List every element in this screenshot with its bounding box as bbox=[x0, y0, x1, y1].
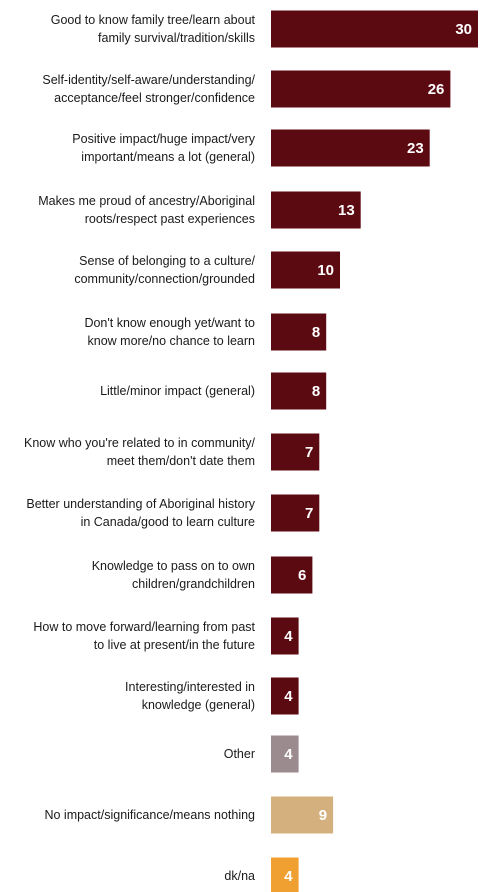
category-label-line: Interesting/interested in bbox=[125, 680, 255, 694]
category-label-line: family survival/tradition/skills bbox=[98, 31, 255, 45]
data-label: 4 bbox=[284, 868, 293, 885]
category-label-line: Don't know enough yet/want to bbox=[84, 316, 255, 330]
category-label: Good to know family tree/learn about fami… bbox=[51, 13, 256, 45]
data-label: 13 bbox=[338, 202, 355, 219]
data-label: 4 bbox=[284, 688, 293, 705]
category-label: dk/na bbox=[224, 869, 255, 883]
category-label-line: roots/respect past experiences bbox=[85, 212, 255, 226]
category-label-line: Know who you're related to in community/ bbox=[24, 436, 255, 450]
data-label: 7 bbox=[305, 505, 313, 522]
data-label: 8 bbox=[312, 383, 320, 400]
bar bbox=[271, 313, 327, 351]
bar bbox=[271, 251, 340, 289]
category-label-line: know more/no chance to learn bbox=[88, 334, 256, 348]
category-label: Positive impact/huge impact/very importan… bbox=[72, 132, 255, 164]
category-label: Little/minor impact (general) bbox=[100, 384, 255, 398]
category-label-line: Better understanding of Aboriginal histo… bbox=[26, 497, 255, 511]
category-label: No impact/significance/means nothing bbox=[44, 808, 255, 822]
category-label-line: Sense of belonging to a culture/ bbox=[79, 254, 255, 268]
category-label: Don't know enough yet/want to know more/n… bbox=[84, 316, 255, 348]
bar bbox=[271, 735, 299, 773]
data-label: 7 bbox=[305, 444, 313, 461]
bar bbox=[271, 129, 430, 167]
category-label-line: Knowledge to pass on to own bbox=[92, 559, 255, 573]
category-label: Interesting/interested in knowledge (gene… bbox=[125, 680, 255, 712]
bar bbox=[271, 857, 299, 892]
category-label-line: How to move forward/learning from past bbox=[33, 620, 255, 634]
category-label-line: acceptance/feel stronger/confidence bbox=[54, 91, 255, 105]
value-labels: 30 26 23 13 10 8 8 7 7 6 4 4 4 9 4 bbox=[284, 21, 472, 885]
category-label-line: knowledge (general) bbox=[142, 698, 255, 712]
data-label: 9 bbox=[319, 807, 327, 824]
category-label: How to move forward/learning from past to… bbox=[33, 620, 255, 652]
category-label: Know who you're related to in community/… bbox=[24, 436, 255, 468]
category-labels: Good to know family tree/learn about fami… bbox=[24, 13, 256, 883]
category-label-line: Makes me proud of ancestry/Aboriginal bbox=[38, 194, 255, 208]
bar bbox=[271, 677, 299, 715]
category-label: Knowledge to pass on to own children/gran… bbox=[92, 559, 255, 591]
category-label: Other bbox=[224, 747, 255, 761]
category-label-line: Positive impact/huge impact/very bbox=[72, 132, 255, 146]
category-label-line: Other bbox=[224, 747, 255, 761]
bar bbox=[271, 556, 313, 594]
category-label: Better understanding of Aboriginal histo… bbox=[26, 497, 255, 529]
category-label-line: No impact/significance/means nothing bbox=[44, 808, 255, 822]
data-label: 10 bbox=[317, 262, 334, 279]
data-label: 23 bbox=[407, 140, 424, 157]
data-label: 8 bbox=[312, 324, 320, 341]
category-label-line: community/connection/grounded bbox=[74, 272, 255, 286]
category-label-line: Self-identity/self-aware/understanding/ bbox=[42, 73, 255, 87]
category-label-line: children/grandchildren bbox=[132, 577, 255, 591]
category-label-line: Little/minor impact (general) bbox=[100, 384, 255, 398]
bar bbox=[271, 494, 320, 532]
bar bbox=[271, 191, 361, 229]
bar bbox=[271, 10, 478, 48]
bar bbox=[271, 617, 299, 655]
data-label: 26 bbox=[428, 81, 445, 98]
category-label-line: dk/na bbox=[224, 869, 255, 883]
category-label: Makes me proud of ancestry/Aboriginal roo… bbox=[38, 194, 255, 226]
bar bbox=[271, 70, 451, 108]
data-label: 30 bbox=[455, 21, 472, 38]
data-label: 4 bbox=[284, 628, 293, 645]
category-label-line: important/means a lot (general) bbox=[81, 150, 255, 164]
bar bbox=[271, 433, 320, 471]
bar bbox=[271, 372, 327, 410]
category-label-line: meet them/don't date them bbox=[107, 454, 255, 468]
bar bbox=[271, 796, 334, 834]
category-label-line: Good to know family tree/learn about bbox=[51, 13, 256, 27]
category-label-line: to live at present/in the future bbox=[94, 638, 255, 652]
category-label: Sense of belonging to a culture/communit… bbox=[74, 254, 255, 286]
category-label-line: in Canada/good to learn culture bbox=[81, 515, 255, 529]
data-label: 4 bbox=[284, 746, 293, 763]
bars bbox=[271, 10, 478, 892]
category-label: Self-identity/self-aware/understanding/a… bbox=[42, 73, 255, 105]
data-label: 6 bbox=[298, 567, 306, 584]
